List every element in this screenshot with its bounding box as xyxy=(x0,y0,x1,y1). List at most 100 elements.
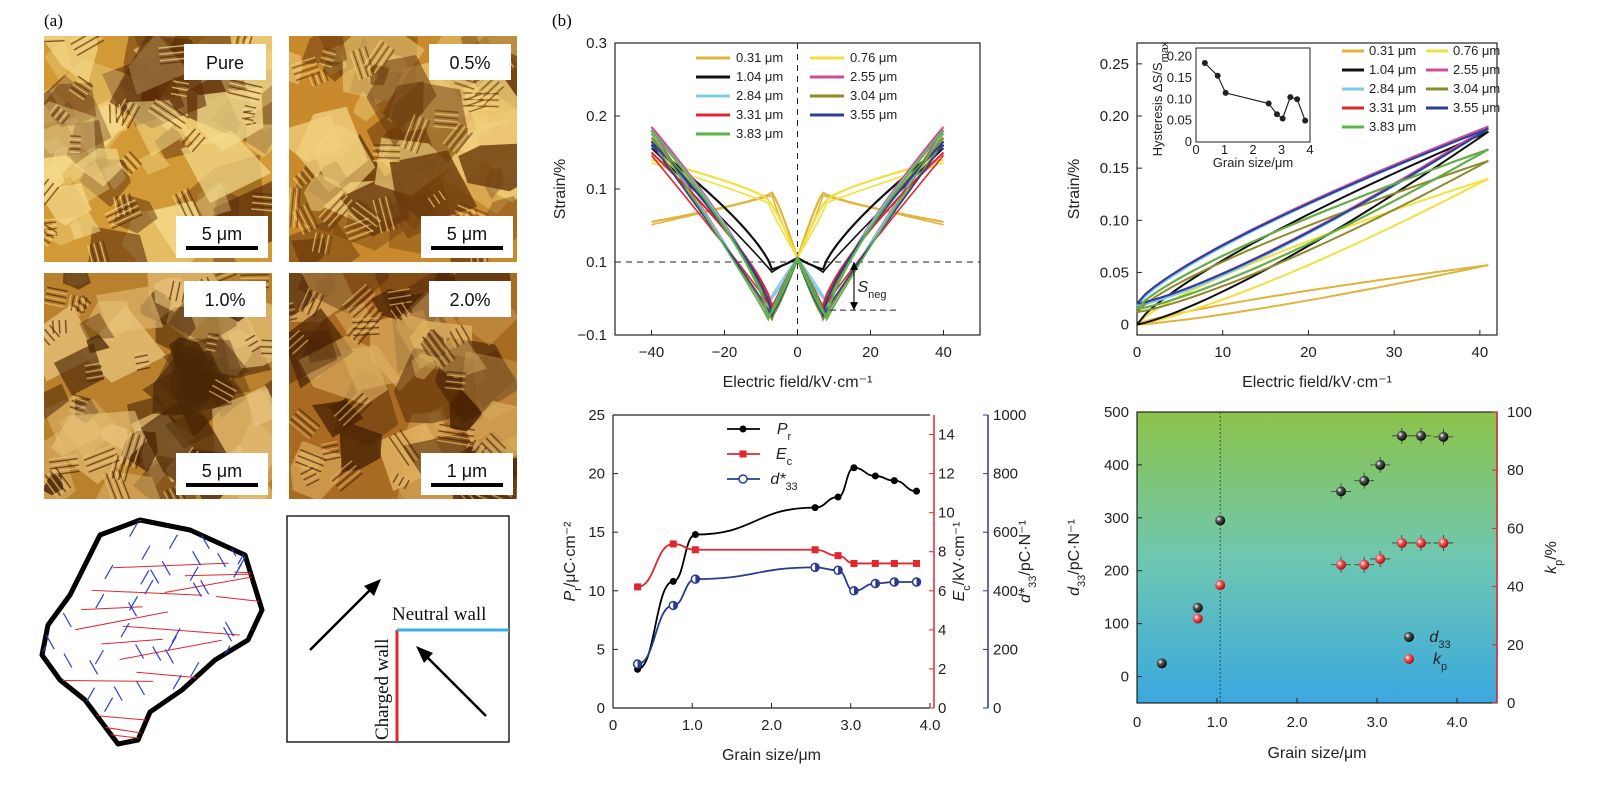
afm-stripe xyxy=(362,40,382,67)
afm-stripe xyxy=(352,320,379,324)
afm-stripe xyxy=(344,285,370,309)
d33-point xyxy=(1396,430,1407,441)
afm-stripe xyxy=(323,47,337,53)
afm-stripe xyxy=(452,329,462,346)
afm-stripe xyxy=(427,332,451,364)
afm-stripe xyxy=(466,99,486,107)
afm-stripe xyxy=(86,453,118,467)
afm-stripe xyxy=(392,307,403,321)
afm-stripe xyxy=(90,244,97,262)
domain-wall-blue xyxy=(45,634,55,650)
afm-stripe xyxy=(244,334,256,342)
y-tick-label: 0.10 xyxy=(1100,212,1129,229)
d33-point-half xyxy=(838,566,843,575)
afm-stripe xyxy=(124,458,132,482)
afm-stripe xyxy=(175,282,181,302)
afm-grain xyxy=(197,87,264,152)
gradient-background xyxy=(1137,412,1497,703)
afm-stripe xyxy=(445,383,465,388)
afm-stripe xyxy=(290,56,316,66)
afm-stripe xyxy=(61,114,71,125)
legend-marker xyxy=(739,450,747,458)
domain-wall-red xyxy=(180,718,245,730)
afm-stripe xyxy=(450,128,469,151)
afm-stripe xyxy=(407,116,422,151)
afm-stripe xyxy=(372,159,400,163)
afm-stripe xyxy=(127,105,141,129)
legend-label: 2.55 μm xyxy=(850,69,897,84)
legend-label: 2.84 μm xyxy=(1369,81,1416,96)
afm-stripe xyxy=(105,202,138,218)
domain-wall-blue xyxy=(78,541,88,557)
afm-stripe xyxy=(229,79,263,89)
afm-stripe xyxy=(327,199,353,227)
afm-stripe xyxy=(52,468,69,491)
afm-grain xyxy=(227,329,256,350)
inset-x-tick: 0 xyxy=(1192,142,1199,157)
afm-stripe xyxy=(321,443,339,449)
pr-ec-d33-chart: 0 1.0 2.0 3.0 4.0051015202502468101214020040… xyxy=(562,407,1039,764)
afm-grain xyxy=(152,351,215,416)
afm-stripe xyxy=(399,429,421,459)
afm-stripe xyxy=(474,76,496,97)
afm-stripe xyxy=(77,75,94,88)
afm-stripe xyxy=(403,479,410,490)
afm-stripe xyxy=(44,477,59,498)
domain-wall-blue xyxy=(192,582,202,597)
afm-stripe xyxy=(87,378,105,383)
afm-label-box xyxy=(184,281,266,317)
afm-stripe xyxy=(322,50,336,56)
x-tick-label: 40 xyxy=(935,344,952,361)
legend-label: 1.04 μm xyxy=(736,69,783,84)
afm-stripe xyxy=(289,187,292,216)
afm-stripe xyxy=(44,221,57,224)
afm-stripe xyxy=(205,345,217,349)
domain-wall-red xyxy=(81,606,143,611)
y-tick-label: 500 xyxy=(1104,404,1129,421)
afm-stripe xyxy=(454,82,475,90)
afm-stripe xyxy=(396,431,418,461)
domain-wall-blue xyxy=(140,570,150,585)
afm-stripe xyxy=(455,328,465,344)
afm-stripe xyxy=(54,466,72,489)
inset-point xyxy=(1222,89,1229,96)
afm-stripe xyxy=(118,101,132,125)
afm-stripe xyxy=(330,201,356,229)
afm-stripe xyxy=(365,41,385,69)
afm-stripe xyxy=(115,104,118,124)
afm-stripe xyxy=(289,302,294,305)
ec-point xyxy=(890,559,898,567)
afm-stripe xyxy=(455,132,474,155)
afm-stripe xyxy=(430,195,438,206)
afm-stripe xyxy=(319,59,334,65)
afm-stripe xyxy=(261,352,272,355)
afm-scale-box xyxy=(421,453,513,495)
pr-point xyxy=(811,504,819,512)
afm-stripe xyxy=(115,99,129,123)
afm-stripe xyxy=(392,473,399,483)
x-tick-label: 0 xyxy=(793,344,801,361)
afm-stripe xyxy=(243,331,254,339)
afm-grain xyxy=(394,288,469,369)
y-tick-label: 400 xyxy=(1104,457,1129,474)
afm-stripe xyxy=(44,180,52,192)
afm-stripe xyxy=(347,211,374,233)
x-tick-label: 3.0 xyxy=(1367,714,1388,731)
afm-stripe xyxy=(301,289,313,313)
afm-stripe xyxy=(125,193,132,215)
afm-grain xyxy=(339,422,382,472)
afm-grain xyxy=(85,300,132,342)
afm-stripe xyxy=(58,320,61,334)
domain-wall-blue xyxy=(47,570,57,585)
y-tick-label: 0 xyxy=(1121,669,1129,686)
plot-frame xyxy=(1136,42,1498,336)
afm-stripe xyxy=(240,274,269,276)
afm-stripe xyxy=(289,317,298,322)
legend-label: 3.83 μm xyxy=(1369,119,1416,134)
afm-label-box xyxy=(184,44,266,80)
domain-wall-blue xyxy=(120,622,130,638)
legend-marker xyxy=(738,474,748,484)
afm-grain xyxy=(80,305,167,383)
y-axis-label: Strain/% xyxy=(552,159,569,219)
afm-stripe xyxy=(108,104,112,124)
